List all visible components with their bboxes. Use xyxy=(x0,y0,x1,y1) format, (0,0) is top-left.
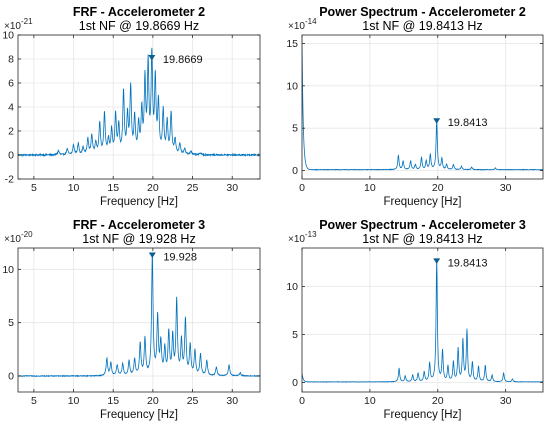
x-tick-label: 30 xyxy=(226,395,238,407)
x-tick-label: 0 xyxy=(299,182,305,194)
y-tick-label: 5 xyxy=(292,123,298,135)
y-tick-label: 0 xyxy=(8,150,14,162)
plot-area xyxy=(18,248,260,392)
chart-title: Power Spectrum - Accelerometer 2 xyxy=(319,5,526,19)
x-axis-label: Frequency [Hz] xyxy=(384,409,462,421)
y-exponent-label: ×10-21 xyxy=(4,17,33,32)
x-tick-label: 20 xyxy=(147,395,159,407)
x-tick-label: 20 xyxy=(432,182,444,194)
x-tick-label: 15 xyxy=(107,395,119,407)
plot-area xyxy=(302,248,543,392)
x-tick-label: 10 xyxy=(364,182,376,194)
chart-subtitle: 1st NF @ 19.8413 Hz xyxy=(362,232,482,246)
peak-marker xyxy=(148,55,156,61)
y-tick-label: 0 xyxy=(8,371,14,383)
x-tick-label: 20 xyxy=(147,182,159,194)
y-tick-label: 5 xyxy=(292,329,298,341)
x-tick-label: 10 xyxy=(364,395,376,407)
y-tick-label: 8 xyxy=(8,54,14,66)
axes-box xyxy=(301,34,544,180)
y-tick-label: 2 xyxy=(8,126,14,138)
x-tick-label: 25 xyxy=(187,395,199,407)
y-tick-label: 0 xyxy=(292,165,298,177)
series-line xyxy=(302,260,543,383)
y-tick-label: 15 xyxy=(286,38,298,50)
series-line xyxy=(18,47,260,158)
y-tick-label: 5 xyxy=(8,317,14,329)
y-tick-label: 10 xyxy=(2,30,14,42)
y-tick-label: 0 xyxy=(292,377,298,389)
series-line xyxy=(302,38,543,171)
x-tick-label: 5 xyxy=(31,395,37,407)
peak-marker xyxy=(433,118,441,124)
peak-marker xyxy=(433,258,441,264)
peak-label: 19.8669 xyxy=(163,54,203,66)
y-tick-label: 10 xyxy=(286,281,298,293)
chart-title: FRF - Accelerometer 2 xyxy=(73,5,205,19)
x-tick-label: 25 xyxy=(187,182,199,194)
x-axis-label: Frequency [Hz] xyxy=(100,409,178,421)
peak-label: 19.8413 xyxy=(448,257,488,269)
chart-subtitle: 1st NF @ 19.928 Hz xyxy=(82,232,195,246)
y-tick-label: 10 xyxy=(286,80,298,92)
axes-box xyxy=(17,247,261,393)
x-tick-label: 10 xyxy=(68,395,80,407)
y-tick-label: 4 xyxy=(8,102,14,114)
y-exponent-label: ×10-13 xyxy=(288,230,317,245)
x-axis-label: Frequency [Hz] xyxy=(384,196,462,208)
plot-area xyxy=(302,35,543,179)
series-line xyxy=(18,255,260,378)
chart-subtitle: 1st NF @ 19.8669 Hz xyxy=(79,19,199,33)
peak-marker xyxy=(148,252,156,259)
chart-title: FRF - Accelerometer 3 xyxy=(73,218,205,232)
chart-title: Power Spectrum - Accelerometer 3 xyxy=(319,218,526,232)
y-tick-label: 6 xyxy=(8,78,14,90)
x-tick-label: 0 xyxy=(299,395,305,407)
x-tick-label: 30 xyxy=(500,395,512,407)
axes-box xyxy=(301,247,544,393)
peak-label: 19.928 xyxy=(163,252,197,264)
y-tick-label: 10 xyxy=(2,264,14,276)
x-tick-label: 10 xyxy=(68,182,80,194)
x-tick-label: 20 xyxy=(432,395,444,407)
x-tick-label: 15 xyxy=(107,182,119,194)
x-tick-label: 30 xyxy=(500,182,512,194)
x-tick-label: 30 xyxy=(226,182,238,194)
chart-subtitle: 1st NF @ 19.8413 Hz xyxy=(362,19,482,33)
peak-label: 19.8413 xyxy=(448,117,488,129)
y-exponent-label: ×10-20 xyxy=(4,230,33,245)
x-tick-label: 5 xyxy=(31,182,37,194)
y-exponent-label: ×10-14 xyxy=(288,17,317,32)
x-axis-label: Frequency [Hz] xyxy=(100,196,178,208)
y-tick-label: -2 xyxy=(5,174,14,186)
